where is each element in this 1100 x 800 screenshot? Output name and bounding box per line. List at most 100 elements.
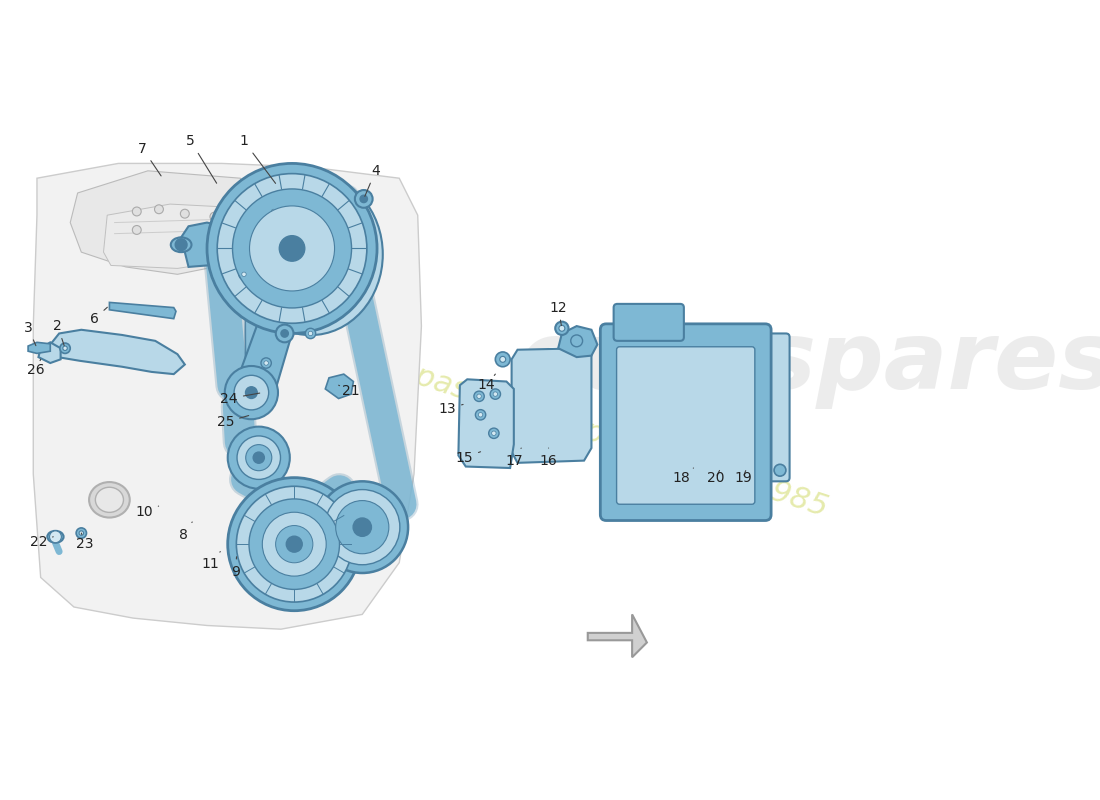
Circle shape bbox=[324, 490, 400, 565]
FancyBboxPatch shape bbox=[614, 304, 684, 341]
Circle shape bbox=[250, 206, 334, 291]
Circle shape bbox=[276, 325, 294, 342]
Circle shape bbox=[79, 531, 84, 535]
Circle shape bbox=[478, 413, 483, 417]
Ellipse shape bbox=[239, 174, 383, 335]
Circle shape bbox=[488, 428, 499, 438]
Circle shape bbox=[63, 346, 67, 350]
Text: 21: 21 bbox=[339, 384, 360, 398]
Circle shape bbox=[495, 352, 510, 366]
Text: 3: 3 bbox=[24, 321, 36, 346]
Polygon shape bbox=[512, 348, 592, 463]
Polygon shape bbox=[109, 302, 176, 318]
Circle shape bbox=[253, 452, 264, 463]
Text: 20: 20 bbox=[707, 470, 725, 485]
Circle shape bbox=[317, 482, 408, 573]
Circle shape bbox=[210, 212, 219, 221]
Text: 2: 2 bbox=[53, 319, 64, 346]
Polygon shape bbox=[229, 259, 292, 396]
Polygon shape bbox=[103, 204, 248, 269]
Text: 10: 10 bbox=[135, 506, 158, 519]
Circle shape bbox=[228, 478, 361, 610]
Circle shape bbox=[264, 361, 268, 366]
Circle shape bbox=[306, 328, 316, 338]
Circle shape bbox=[228, 426, 289, 489]
Polygon shape bbox=[70, 171, 252, 274]
Circle shape bbox=[336, 501, 389, 554]
Circle shape bbox=[180, 210, 189, 218]
Polygon shape bbox=[326, 374, 353, 398]
Circle shape bbox=[499, 356, 506, 362]
Circle shape bbox=[175, 239, 187, 250]
Circle shape bbox=[360, 195, 367, 202]
Circle shape bbox=[556, 322, 569, 335]
Circle shape bbox=[232, 189, 352, 308]
Text: 18: 18 bbox=[673, 468, 693, 485]
Circle shape bbox=[355, 190, 373, 208]
Circle shape bbox=[280, 330, 288, 337]
Circle shape bbox=[234, 375, 268, 410]
Text: 12: 12 bbox=[549, 301, 566, 326]
Circle shape bbox=[224, 366, 278, 419]
Polygon shape bbox=[39, 342, 60, 363]
Text: 11: 11 bbox=[201, 551, 220, 571]
Text: 4: 4 bbox=[365, 164, 380, 196]
Circle shape bbox=[774, 464, 785, 476]
Text: a passion for parts since 1985: a passion for parts since 1985 bbox=[384, 352, 832, 522]
Circle shape bbox=[132, 207, 141, 216]
Ellipse shape bbox=[47, 531, 64, 542]
Circle shape bbox=[492, 431, 496, 435]
Circle shape bbox=[50, 531, 62, 542]
Circle shape bbox=[132, 226, 141, 234]
Circle shape bbox=[242, 272, 246, 277]
Text: 7: 7 bbox=[139, 142, 161, 176]
Ellipse shape bbox=[96, 487, 123, 512]
Polygon shape bbox=[245, 259, 266, 370]
Circle shape bbox=[262, 512, 327, 576]
Circle shape bbox=[236, 486, 352, 602]
Circle shape bbox=[571, 335, 583, 346]
Text: 6: 6 bbox=[90, 307, 108, 326]
Text: 14: 14 bbox=[477, 374, 495, 392]
Circle shape bbox=[207, 163, 377, 334]
Text: 15: 15 bbox=[455, 450, 481, 465]
Polygon shape bbox=[459, 379, 514, 468]
Text: 8: 8 bbox=[179, 522, 192, 542]
Polygon shape bbox=[587, 614, 647, 658]
Polygon shape bbox=[29, 342, 51, 354]
Text: 23: 23 bbox=[76, 533, 94, 551]
Circle shape bbox=[261, 358, 272, 368]
FancyBboxPatch shape bbox=[601, 324, 771, 521]
Text: 17: 17 bbox=[505, 448, 522, 468]
Circle shape bbox=[491, 389, 501, 399]
Circle shape bbox=[474, 391, 484, 402]
Text: 25: 25 bbox=[217, 415, 249, 429]
Text: 19: 19 bbox=[734, 470, 752, 485]
Text: 22: 22 bbox=[30, 535, 53, 549]
Circle shape bbox=[76, 528, 87, 538]
Text: 1: 1 bbox=[240, 134, 276, 183]
Text: eurospares: eurospares bbox=[517, 317, 1100, 409]
FancyBboxPatch shape bbox=[617, 346, 755, 504]
Polygon shape bbox=[33, 163, 421, 629]
Polygon shape bbox=[51, 330, 185, 374]
Text: 26: 26 bbox=[26, 359, 44, 378]
FancyBboxPatch shape bbox=[755, 334, 790, 482]
Text: 13: 13 bbox=[439, 402, 463, 416]
Circle shape bbox=[475, 410, 486, 420]
Ellipse shape bbox=[89, 482, 130, 518]
Circle shape bbox=[286, 536, 302, 552]
Text: 24: 24 bbox=[220, 391, 260, 406]
Circle shape bbox=[353, 518, 372, 536]
Circle shape bbox=[245, 386, 257, 398]
Circle shape bbox=[245, 445, 272, 470]
Circle shape bbox=[493, 392, 497, 396]
Circle shape bbox=[249, 499, 340, 590]
Circle shape bbox=[59, 343, 70, 354]
Polygon shape bbox=[558, 326, 597, 357]
Circle shape bbox=[239, 269, 250, 279]
Circle shape bbox=[279, 236, 305, 261]
Circle shape bbox=[477, 394, 482, 398]
Circle shape bbox=[272, 210, 276, 214]
Circle shape bbox=[217, 174, 366, 323]
